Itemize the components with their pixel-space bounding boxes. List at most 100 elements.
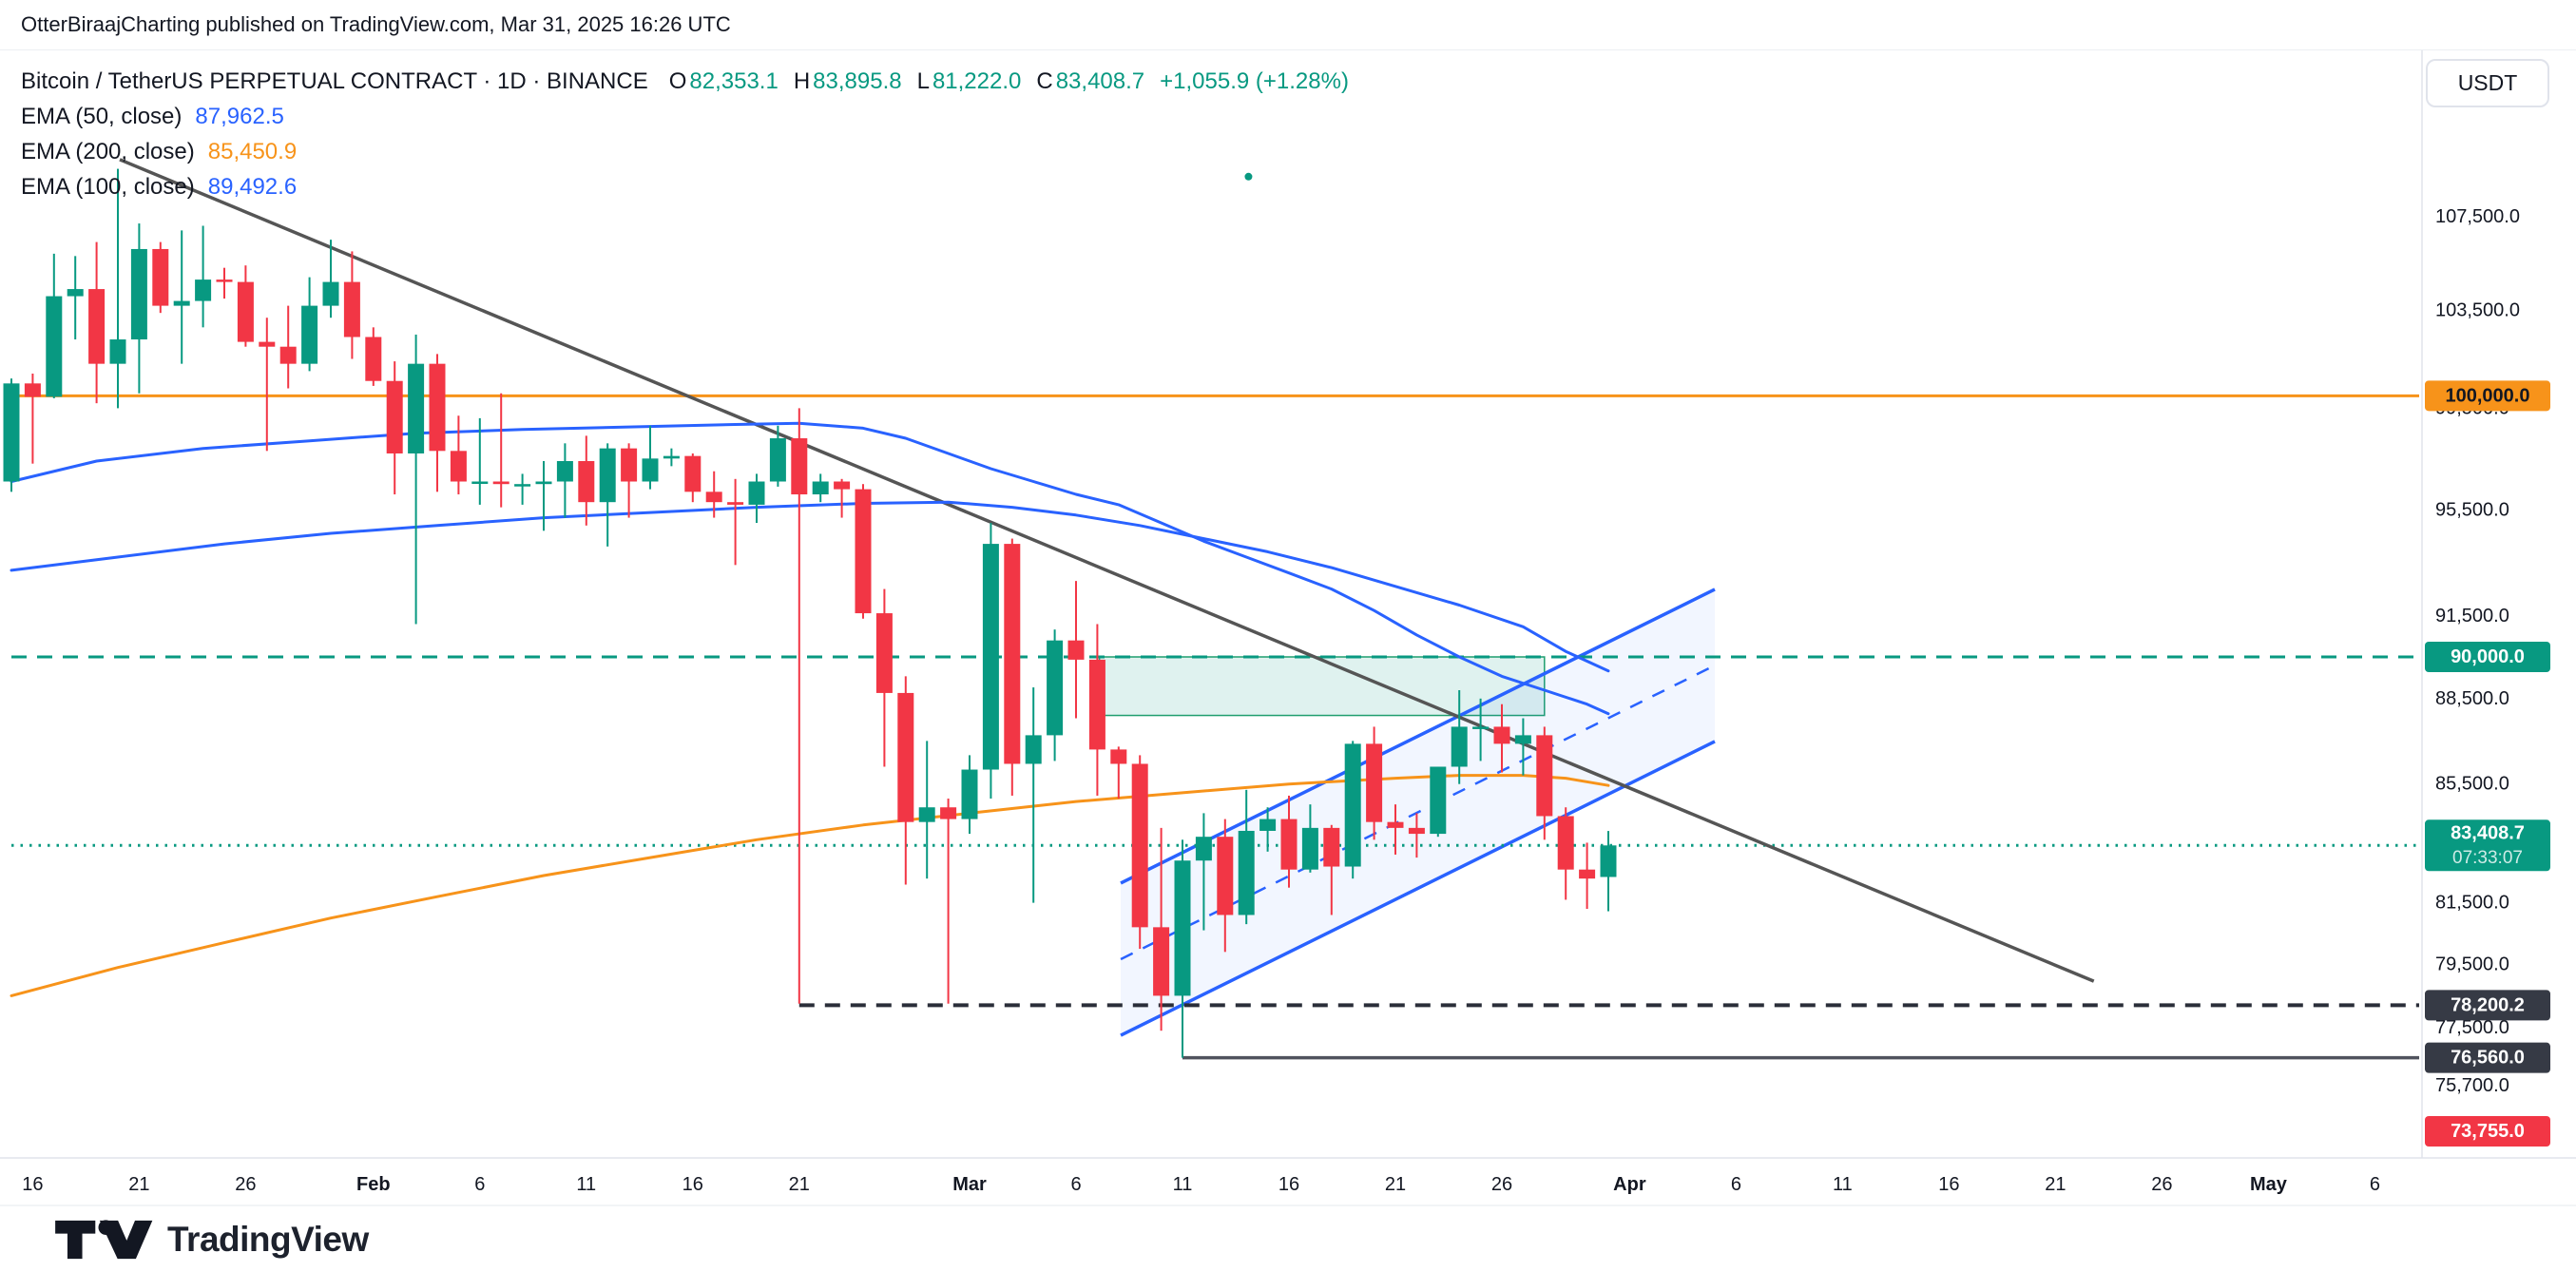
candle xyxy=(429,354,446,492)
candle xyxy=(365,327,382,386)
candle xyxy=(343,251,360,359)
price-label-resistance-100000: 100,000.0 xyxy=(2425,380,2550,412)
candle xyxy=(897,676,914,885)
indicator-row-ema200[interactable]: EMA (200, close) 85,450.9 xyxy=(21,139,298,164)
time-tick: 26 xyxy=(1491,1174,1512,1195)
price-tick: 91,500.0 xyxy=(2435,606,2509,626)
candle xyxy=(322,240,339,318)
ohlc-high: H 83,895.8 xyxy=(793,68,902,94)
candle xyxy=(1110,746,1127,800)
time-tick: 21 xyxy=(1385,1174,1406,1195)
price-label-last-price: 83,408.7 07:33:07 xyxy=(2425,819,2550,872)
candle xyxy=(1004,538,1021,796)
candle xyxy=(279,305,297,389)
header-separator xyxy=(0,49,2576,50)
supply-zone-rect[interactable] xyxy=(1098,656,1546,717)
candle xyxy=(705,471,722,518)
symbol-title[interactable]: Bitcoin / TetherUS PERPETUAL CONTRACT · … xyxy=(21,68,648,94)
attribution-text: OtterBiraajCharting published on Trading… xyxy=(21,12,731,36)
svg-text:83,408.7: 83,408.7 xyxy=(2451,822,2525,843)
time-tick: 16 xyxy=(1938,1174,1959,1195)
candle xyxy=(812,473,829,503)
candle xyxy=(109,168,126,409)
svg-text:78,200.2: 78,200.2 xyxy=(2451,994,2525,1015)
candle xyxy=(769,425,786,487)
svg-text:90,000.0: 90,000.0 xyxy=(2451,646,2525,667)
candle xyxy=(663,448,680,467)
candle xyxy=(1387,804,1404,855)
candle xyxy=(1451,689,1468,784)
candle xyxy=(237,265,254,347)
chart-legend: Bitcoin / TetherUS PERPETUAL CONTRACT · … xyxy=(21,68,1349,201)
candle xyxy=(1238,789,1255,925)
ema-100-line xyxy=(10,500,1610,673)
candle xyxy=(940,799,957,1004)
candle xyxy=(195,225,212,328)
price-tick: 75,700.0 xyxy=(2435,1075,2509,1096)
time-tick: 21 xyxy=(2045,1174,2066,1195)
candle xyxy=(1088,624,1105,796)
ohlc-close: C 83,408.7 xyxy=(1036,68,1145,94)
price-tick: 85,500.0 xyxy=(2435,774,2509,795)
currency-toggle-button[interactable]: USDT xyxy=(2426,59,2549,107)
candle xyxy=(961,755,978,835)
candle xyxy=(1579,842,1596,910)
candle xyxy=(578,435,595,526)
candle xyxy=(408,334,425,625)
tradingview-logo-link[interactable]: TradingView xyxy=(53,1219,369,1261)
price-axis[interactable]: 107,500.0103,500.099,500.095,500.091,500… xyxy=(2425,206,2550,1147)
candle xyxy=(1514,718,1531,776)
price-tick: 79,500.0 xyxy=(2435,954,2509,974)
channel-lower-line[interactable] xyxy=(1120,740,1716,1037)
time-tick: 26 xyxy=(235,1174,256,1195)
candle xyxy=(152,241,169,314)
candle xyxy=(492,393,509,508)
time-axis[interactable]: 16 21 26 Feb 6 11 16 21 Mar 6 11 16 21 26 Apr 6 11 16 21 26… xyxy=(22,1174,2380,1195)
price-label-level-76560: 76,560.0 xyxy=(2425,1042,2550,1073)
candle xyxy=(834,478,851,518)
candle xyxy=(1323,824,1340,915)
descending-trendline[interactable] xyxy=(119,158,2095,983)
candle xyxy=(748,473,765,524)
time-tick: Mar xyxy=(952,1174,987,1195)
ema-200-line xyxy=(10,774,1610,997)
candle xyxy=(727,478,744,566)
candle xyxy=(1493,703,1510,773)
price-tick: 88,500.0 xyxy=(2435,688,2509,709)
candle xyxy=(1600,831,1617,912)
time-tick: 11 xyxy=(1833,1174,1853,1195)
indicator-row-ema50[interactable]: EMA (50, close) 87,962.5 xyxy=(21,104,284,129)
channel-upper-line[interactable] xyxy=(1120,588,1716,885)
ohlc-open: O 82,353.1 xyxy=(668,68,779,94)
tradingview-logo-icon xyxy=(55,1220,153,1260)
time-tick: 11 xyxy=(1173,1174,1193,1195)
price-label-level-90000: 90,000.0 xyxy=(2425,642,2550,672)
price-tick: 107,500.0 xyxy=(2435,206,2520,227)
candle xyxy=(67,256,84,340)
ascending-channel[interactable] xyxy=(1120,588,1716,1037)
price-tick: 77,500.0 xyxy=(2435,1017,2509,1038)
tradingview-logo-text: TradingView xyxy=(167,1220,369,1259)
candle xyxy=(259,318,276,452)
time-tick: 16 xyxy=(682,1174,703,1195)
price-tick: 81,500.0 xyxy=(2435,893,2509,914)
price-tick: 95,500.0 xyxy=(2435,499,2509,520)
candle xyxy=(1217,819,1234,953)
candle xyxy=(1195,813,1212,931)
candle xyxy=(556,443,573,518)
time-tick: 21 xyxy=(789,1174,810,1195)
svg-text:76,560.0: 76,560.0 xyxy=(2451,1048,2525,1069)
svg-text:07:33:07: 07:33:07 xyxy=(2452,848,2523,868)
candle xyxy=(1025,687,1042,903)
candle xyxy=(1408,813,1425,858)
candle xyxy=(1344,741,1361,879)
candle xyxy=(1047,629,1064,761)
candle xyxy=(621,443,638,518)
candle xyxy=(1472,698,1490,761)
svg-text:73,755.0: 73,755.0 xyxy=(2451,1121,2525,1142)
price-tick: 103,500.0 xyxy=(2435,300,2520,321)
indicator-row-ema100[interactable]: EMA (100, close) 89,492.6 xyxy=(21,174,298,200)
candle xyxy=(1557,807,1574,900)
